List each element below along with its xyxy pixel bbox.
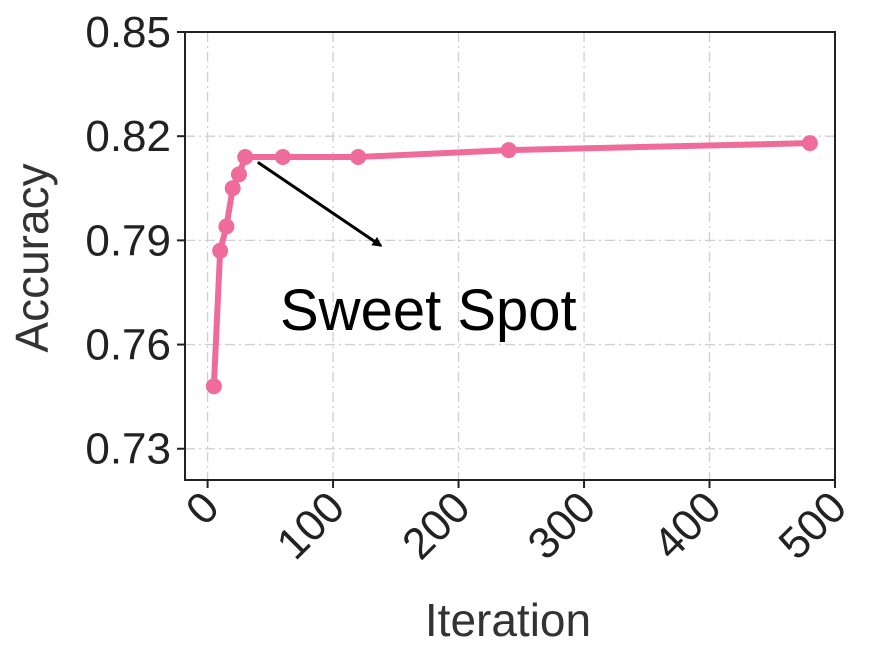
data-point (500, 142, 517, 159)
y-tick-label: 0.73 (85, 425, 171, 474)
x-tick-label: 300 (519, 482, 606, 569)
data-point (205, 378, 222, 395)
data-point (218, 218, 235, 235)
data-point (230, 166, 247, 183)
series-layer (205, 135, 818, 395)
y-axis-title: Accuracy (6, 163, 58, 352)
x-tick-label: 200 (393, 482, 480, 569)
data-point (224, 180, 241, 197)
axes-layer: 0.73 0.76 0.79 0.82 0.85 0 100 200 300 400 500 Iter… (6, 8, 856, 646)
x-axis-title: Iteration (425, 594, 591, 646)
data-point (212, 242, 229, 259)
annotation-layer: Sweet Spot (256, 160, 577, 343)
annotation-label: Sweet Spot (280, 278, 577, 343)
x-tick-label: 400 (644, 482, 731, 569)
x-tick-label: 500 (770, 482, 857, 569)
y-tick-label: 0.79 (85, 216, 171, 265)
data-point (237, 149, 254, 166)
x-tick-label: 100 (268, 482, 355, 569)
x-tick-label: 0 (177, 482, 229, 534)
y-tick-label: 0.82 (85, 112, 171, 161)
data-point (350, 149, 367, 166)
data-point (801, 135, 818, 152)
accuracy-line (210, 140, 813, 390)
grid-layer (185, 31, 836, 480)
data-point (274, 149, 291, 166)
y-tick-label: 0.76 (85, 321, 171, 370)
annotation-arrow (256, 160, 383, 247)
plot-frame (184, 31, 836, 481)
y-tick-label: 0.85 (85, 8, 171, 57)
